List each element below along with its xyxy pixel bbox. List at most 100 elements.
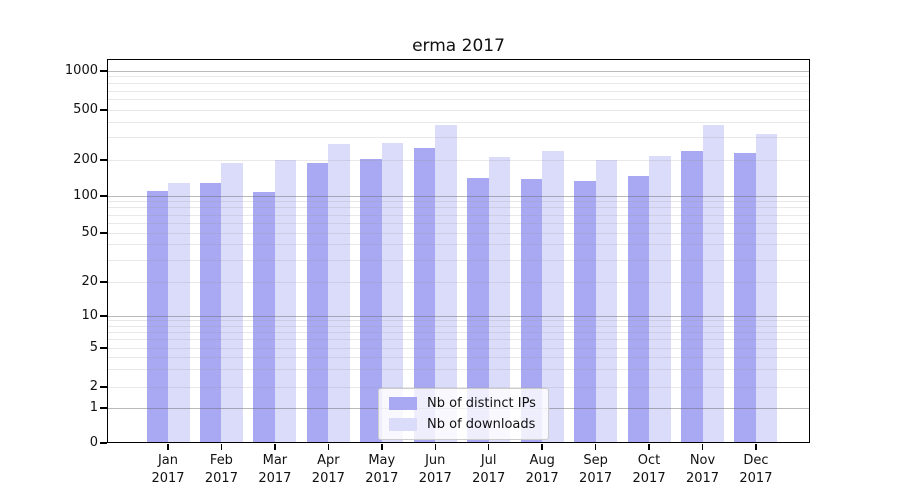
x-tick-mark-mar [274, 444, 276, 450]
bar-nb-of-distinct-ips-mar [253, 191, 275, 443]
y-tick-mark-200 [100, 159, 107, 161]
gridline-800 [107, 83, 810, 85]
gridline-300 [107, 137, 810, 139]
x-tick-mark-feb [220, 444, 223, 450]
y-tick-label-5: 5 [89, 340, 98, 355]
bar-nb-of-downloads-aug [542, 150, 564, 443]
x-tick-mark-apr [327, 444, 330, 450]
gridline-4 [107, 356, 810, 358]
y-tick-mark-50 [100, 232, 107, 234]
bar-nb-of-downloads-nov [702, 124, 724, 443]
bar-nb-of-downloads-oct [649, 156, 671, 443]
x-tick-mark-jan [167, 444, 169, 450]
x-tick-label-feb: Feb 2017 [204, 453, 238, 486]
x-tick-mark-sep [594, 444, 597, 450]
y-tick-label-1: 1 [89, 400, 98, 415]
y-tick-label-500: 500 [73, 102, 98, 117]
x-tick-label-sep: Sep 2017 [579, 453, 613, 486]
x-tick-label-mar: Mar 2017 [258, 453, 292, 486]
y-tick-label-50: 50 [81, 225, 98, 240]
gridline-80 [107, 207, 810, 209]
legend-entry-downloads: Nb of downloads [389, 417, 536, 432]
x-tick-mark-aug [541, 444, 543, 450]
bar-nb-of-downloads-dec [755, 133, 778, 443]
bar-nb-of-distinct-ips-jan [146, 191, 168, 443]
x-tick-label-apr: Apr 2017 [311, 453, 345, 486]
y-tick-label-10: 10 [81, 308, 98, 323]
x-tick-label-jun: Jun 2017 [418, 453, 452, 486]
x-tick-label-nov: Nov 2017 [685, 453, 720, 486]
chart-title: erma 2017 [412, 36, 505, 56]
x-tick-mark-dec [755, 444, 757, 450]
x-tick-mark-jun [434, 444, 436, 450]
gridline-900 [107, 76, 810, 78]
bar-nb-of-downloads-feb [221, 162, 243, 443]
bar-nb-of-distinct-ips-sep [574, 181, 596, 443]
y-tick-mark-100 [100, 195, 107, 197]
y-tick-mark-1000 [100, 70, 107, 72]
bar-nb-of-downloads-jun [435, 124, 457, 443]
bar-nb-of-distinct-ips-dec [734, 152, 756, 443]
bar-nb-of-distinct-ips-feb [199, 183, 222, 443]
gridline-5 [107, 347, 810, 349]
gridline-100 [107, 195, 810, 197]
y-tick-label-100: 100 [73, 188, 98, 203]
x-tick-label-aug: Aug 2017 [525, 453, 559, 486]
gridline-30 [107, 259, 810, 261]
y-tick-label-20: 20 [81, 274, 98, 289]
x-tick-mark-jul [487, 444, 490, 450]
bar-layer [107, 59, 810, 443]
y-tick-mark-0 [100, 442, 107, 444]
y-tick-label-0: 0 [89, 435, 98, 450]
x-tick-label-jul: Jul 2017 [472, 453, 506, 486]
gridline-700 [107, 90, 810, 92]
bar-nb-of-downloads-jan [168, 182, 190, 443]
gridline-40 [107, 244, 810, 246]
gridline-70 [107, 214, 810, 216]
gridline-7 [107, 331, 810, 333]
gridline-60 [107, 222, 810, 224]
bar-nb-of-distinct-ips-nov [681, 151, 703, 443]
y-tick-mark-5 [100, 347, 107, 349]
y-tick-mark-20 [100, 281, 107, 283]
y-tick-label-2: 2 [89, 379, 98, 394]
bar-nb-of-downloads-jul [488, 156, 511, 443]
bar-nb-of-downloads-apr [328, 143, 350, 443]
legend-label-distinct-ips: Nb of distinct IPs [427, 396, 536, 411]
gridline-3 [107, 369, 810, 371]
x-tick-label-may: May 2017 [365, 453, 399, 486]
gridline-50 [107, 232, 810, 234]
gridline-10 [107, 315, 810, 317]
gridline-20 [107, 281, 810, 283]
bar-nb-of-downloads-mar [274, 160, 297, 443]
gridline-600 [107, 99, 810, 101]
legend-entry-distinct-ips: Nb of distinct IPs [389, 396, 536, 411]
legend: Nb of distinct IPs Nb of downloads [378, 388, 549, 440]
y-tick-mark-1 [100, 407, 107, 409]
bar-nb-of-distinct-ips-aug [520, 179, 543, 443]
y-tick-label-200: 200 [73, 152, 98, 167]
y-tick-mark-500 [100, 109, 107, 111]
legend-label-downloads: Nb of downloads [427, 417, 536, 432]
y-tick-mark-10 [100, 315, 107, 317]
bar-nb-of-downloads-sep [595, 160, 618, 443]
x-tick-label-oct: Oct 2017 [632, 453, 666, 486]
legend-swatch-downloads [389, 418, 417, 431]
gridline-200 [107, 159, 810, 161]
legend-swatch-distinct-ips [389, 397, 417, 410]
grid-layer [107, 59, 810, 443]
bar-nb-of-distinct-ips-jun [413, 147, 436, 443]
x-tick-label-dec: Dec 2017 [739, 453, 773, 486]
bar-nb-of-distinct-ips-may [360, 159, 382, 443]
gridline-500 [107, 109, 810, 111]
y-tick-label-1000: 1000 [64, 63, 98, 78]
gridline-90 [107, 201, 810, 203]
bar-nb-of-distinct-ips-apr [306, 163, 329, 443]
gridline-8 [107, 325, 810, 327]
x-tick-label-jan: Jan 2017 [151, 453, 185, 486]
bar-nb-of-distinct-ips-jul [467, 177, 489, 443]
gridline-9 [107, 320, 810, 322]
x-tick-mark-may [381, 444, 383, 450]
bar-nb-of-distinct-ips-oct [627, 175, 650, 443]
